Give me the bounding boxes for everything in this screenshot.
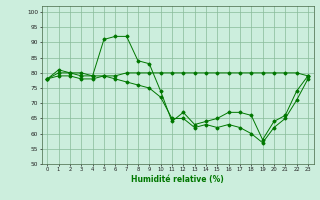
X-axis label: Humidité relative (%): Humidité relative (%) [131, 175, 224, 184]
